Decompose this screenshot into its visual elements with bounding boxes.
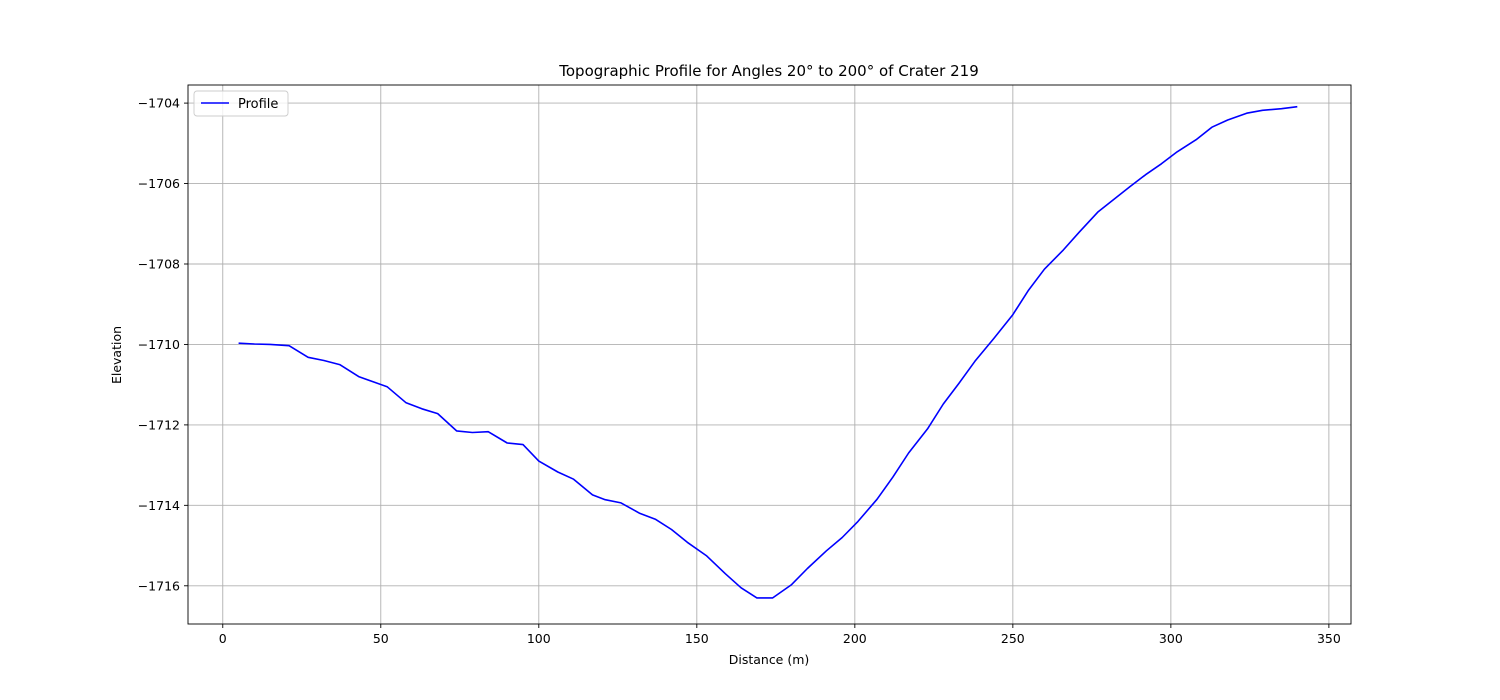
x-axis-label: Distance (m)	[729, 652, 810, 667]
y-tick-label: −1704	[138, 96, 180, 111]
chart-title: Topographic Profile for Angles 20° to 20…	[558, 62, 978, 80]
series-line-profile	[238, 105, 1298, 599]
y-tick-label: −1712	[138, 417, 180, 432]
legend-box	[193, 90, 289, 117]
y-tick-label: −1708	[138, 256, 180, 271]
x-axis: 0 50 100 150 200 250 300 350	[219, 624, 1341, 646]
y-tick-label: −1710	[138, 337, 180, 352]
x-tick-label: 300	[1159, 631, 1183, 646]
y-tick-label: −1716	[138, 578, 180, 593]
legend-label-profile: Profile	[238, 97, 278, 112]
y-tick-label: −1714	[138, 498, 180, 513]
axes-frame	[187, 84, 1352, 625]
x-tick-label: 150	[685, 631, 709, 646]
x-tick-label: 0	[219, 631, 227, 646]
y-axis: −1704 −1706 −1708 −1710 −1712 −1714 −1716	[138, 96, 188, 593]
grid	[188, 85, 1351, 624]
x-tick-label: 200	[843, 631, 867, 646]
x-tick-label: 250	[1001, 631, 1025, 646]
plot-area	[238, 105, 1298, 599]
x-tick-label: 50	[373, 631, 389, 646]
x-tick-label: 350	[1317, 631, 1341, 646]
y-axis-label: Elevation	[109, 326, 124, 384]
legend: Profile	[193, 90, 289, 117]
y-tick-label: −1706	[138, 176, 180, 191]
x-tick-label: 100	[527, 631, 551, 646]
